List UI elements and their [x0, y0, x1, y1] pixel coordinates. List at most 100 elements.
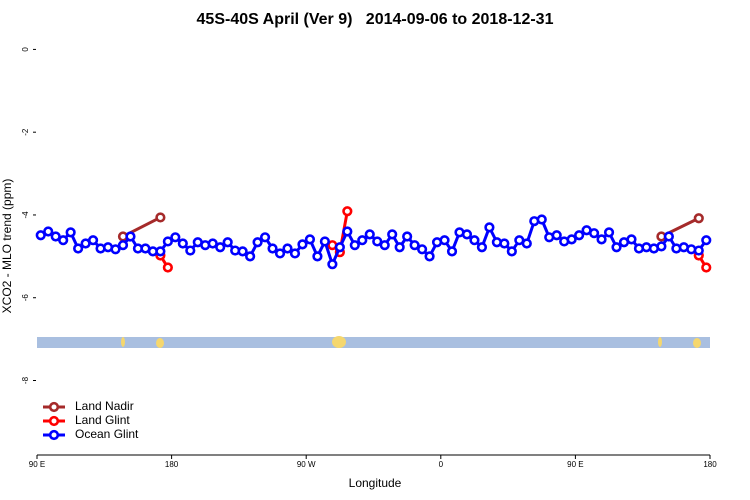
x-tick-label: 180 [703, 460, 717, 469]
point [50, 231, 61, 242]
point [185, 245, 196, 256]
point [439, 235, 450, 246]
land-patch [693, 338, 701, 348]
point [566, 234, 577, 245]
point [289, 248, 301, 259]
point [162, 236, 173, 247]
legend-label: Land Glint [75, 413, 130, 427]
point [626, 234, 637, 245]
point [155, 212, 166, 223]
legend-label: Land Nadir [75, 399, 134, 413]
point [701, 262, 712, 273]
point [521, 238, 532, 249]
y-axis-label: XCO2 - MLO trend (ppm) [0, 179, 14, 314]
point [282, 243, 293, 254]
point [267, 243, 278, 254]
point [372, 236, 383, 247]
point [35, 230, 46, 241]
land-patch [658, 337, 662, 347]
point [342, 206, 353, 217]
point [43, 226, 54, 237]
point [469, 235, 480, 246]
x-tick-label: 90 W [297, 460, 316, 469]
point [551, 230, 562, 241]
point [259, 232, 271, 243]
legend-marker [48, 401, 60, 413]
point [312, 251, 323, 262]
point [499, 238, 510, 249]
y-tick-label: -4 [21, 211, 30, 219]
point [357, 235, 368, 246]
point [424, 251, 435, 262]
point [476, 242, 488, 253]
land-patch [156, 338, 164, 348]
legend-label: Ocean Glint [75, 427, 139, 441]
land-patch [121, 337, 125, 347]
point [65, 227, 76, 238]
point [125, 231, 136, 242]
x-axis-label: Longitude [349, 476, 402, 490]
point [245, 251, 256, 262]
point [379, 240, 390, 251]
point [237, 246, 248, 257]
point [394, 242, 405, 253]
point [693, 245, 704, 256]
point [574, 230, 585, 241]
point [603, 227, 615, 238]
chart-title: 45S-40S April (Ver 9) 2014-09-06 to 2018… [197, 11, 554, 28]
point [409, 240, 420, 251]
point [252, 237, 263, 248]
point [417, 244, 428, 255]
point [304, 234, 316, 245]
point [596, 234, 607, 245]
point [334, 242, 345, 253]
y-tick-label: -8 [21, 376, 30, 384]
point [162, 262, 173, 273]
point [342, 226, 353, 237]
point [73, 243, 84, 254]
legend-marker [48, 415, 60, 427]
x-tick-label: 180 [165, 460, 179, 469]
point [701, 235, 712, 246]
ocean-band [37, 337, 710, 348]
point [117, 240, 129, 251]
point [319, 236, 330, 247]
y-tick-label: -2 [21, 128, 30, 136]
point [297, 239, 308, 250]
point [446, 246, 458, 257]
point [327, 259, 338, 270]
point [461, 229, 473, 240]
point [663, 231, 674, 242]
x-tick-label: 90 E [567, 460, 583, 469]
land-ocean-strip [37, 336, 710, 348]
point [364, 229, 375, 240]
point [170, 232, 181, 243]
point [588, 228, 600, 239]
point [215, 242, 226, 253]
legend-marker [48, 429, 60, 441]
point [656, 241, 667, 252]
point [177, 238, 188, 249]
point [155, 246, 166, 257]
point [611, 242, 622, 253]
point [110, 244, 121, 255]
point [349, 240, 360, 251]
point [484, 222, 495, 233]
y-tick-label: -6 [21, 294, 30, 302]
point [402, 231, 413, 242]
point [387, 229, 398, 240]
y-tick-label: 0 [21, 47, 30, 52]
point [506, 246, 517, 257]
x-tick-label: 90 E [29, 460, 45, 469]
point [536, 214, 547, 225]
land-patch [332, 336, 346, 348]
point [87, 235, 99, 246]
point [222, 237, 233, 248]
point [58, 235, 69, 246]
point [693, 213, 704, 224]
x-tick-label: 0 [439, 460, 444, 469]
point [207, 238, 218, 249]
